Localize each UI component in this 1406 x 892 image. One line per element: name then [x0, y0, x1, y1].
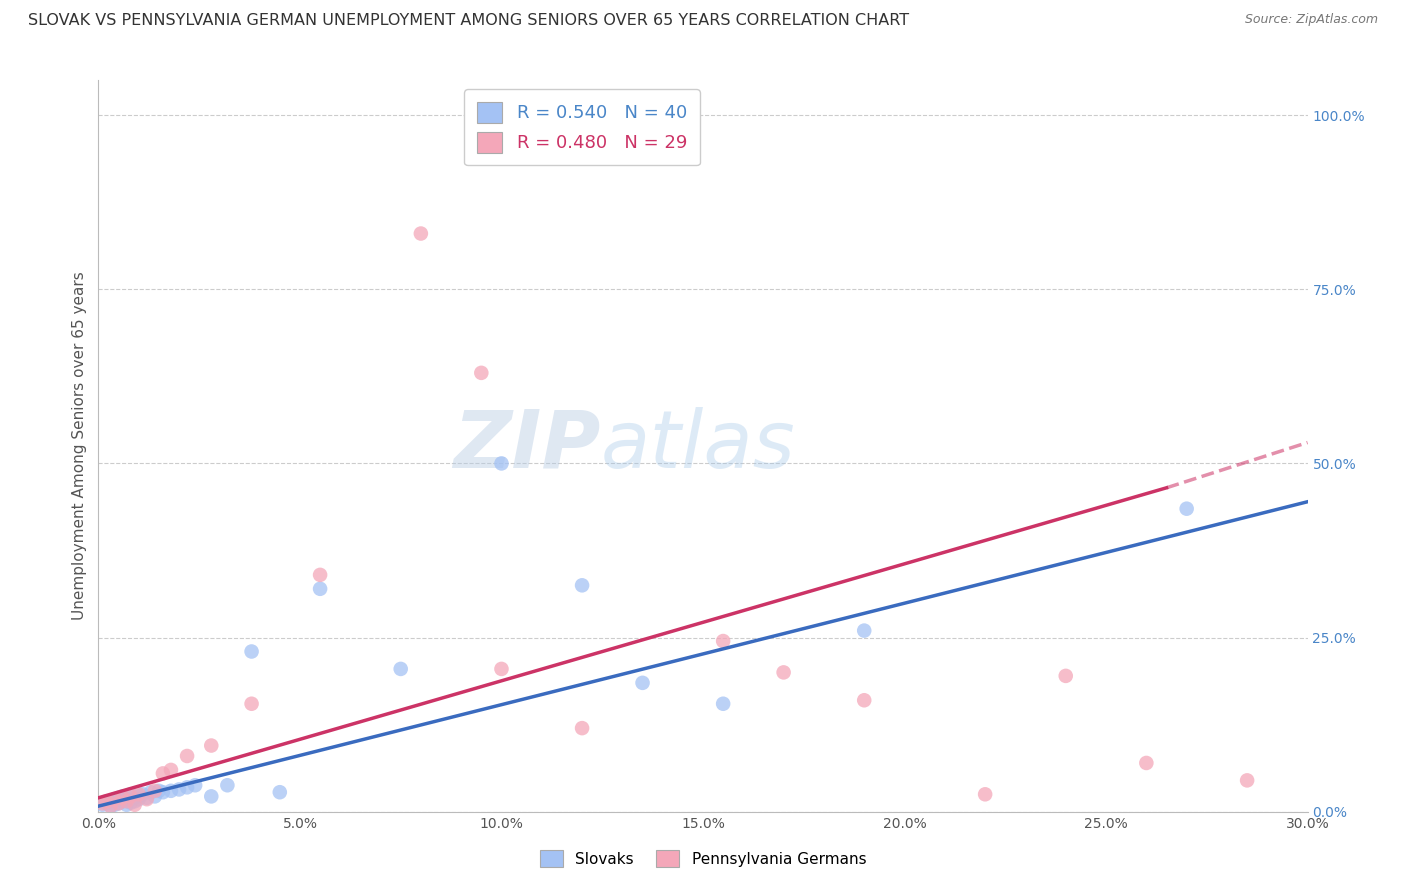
Point	[491, 662, 513, 676]
Point	[115, 794, 138, 808]
Point	[184, 778, 207, 792]
Point	[309, 582, 332, 596]
Point	[1135, 756, 1157, 770]
Point	[107, 797, 129, 811]
Text: SLOVAK VS PENNSYLVANIA GERMAN UNEMPLOYMENT AMONG SENIORS OVER 65 YEARS CORRELATI: SLOVAK VS PENNSYLVANIA GERMAN UNEMPLOYME…	[28, 13, 910, 29]
Point	[160, 784, 183, 798]
Point	[107, 790, 129, 805]
Point	[409, 227, 432, 241]
Point	[389, 662, 412, 676]
Point	[152, 766, 174, 780]
Point	[711, 634, 734, 648]
Point	[269, 785, 291, 799]
Point	[491, 457, 513, 471]
Point	[115, 797, 138, 812]
Point	[176, 749, 198, 764]
Point	[853, 693, 876, 707]
Point	[100, 794, 122, 808]
Point	[100, 799, 122, 814]
Point	[200, 789, 222, 804]
Point	[111, 789, 134, 804]
Point	[152, 785, 174, 799]
Point	[91, 797, 114, 811]
Point	[631, 676, 654, 690]
Point	[711, 697, 734, 711]
Point	[120, 796, 142, 810]
Point	[1175, 501, 1198, 516]
Point	[96, 794, 118, 808]
Text: ZIP: ZIP	[453, 407, 600, 485]
Point	[128, 789, 150, 804]
Point	[1054, 669, 1077, 683]
Point	[571, 578, 593, 592]
Point	[111, 794, 134, 808]
Point	[128, 787, 150, 801]
Point	[103, 792, 125, 806]
Point	[167, 782, 190, 797]
Point	[124, 794, 146, 808]
Point	[176, 780, 198, 795]
Point	[120, 787, 142, 801]
Point	[240, 697, 263, 711]
Point	[124, 790, 146, 805]
Point	[240, 644, 263, 658]
Point	[139, 785, 162, 799]
Point	[148, 784, 170, 798]
Point	[96, 797, 118, 811]
Point	[974, 787, 997, 801]
Y-axis label: Unemployment Among Seniors over 65 years: Unemployment Among Seniors over 65 years	[72, 272, 87, 620]
Point	[103, 792, 125, 806]
Point	[200, 739, 222, 753]
Point	[470, 366, 492, 380]
Point	[120, 789, 142, 804]
Point	[111, 790, 134, 805]
Point	[160, 763, 183, 777]
Point	[143, 789, 166, 804]
Text: atlas: atlas	[600, 407, 794, 485]
Point	[309, 567, 332, 582]
Point	[217, 778, 239, 792]
Point	[143, 784, 166, 798]
Point	[853, 624, 876, 638]
Point	[103, 797, 125, 812]
Point	[115, 792, 138, 806]
Point	[135, 792, 157, 806]
Point	[772, 665, 794, 680]
Point	[100, 799, 122, 814]
Legend: Slovaks, Pennsylvania Germans: Slovaks, Pennsylvania Germans	[534, 844, 872, 873]
Point	[124, 797, 146, 812]
Point	[91, 797, 114, 812]
Point	[107, 797, 129, 811]
Point	[128, 792, 150, 806]
Point	[132, 787, 155, 801]
Text: Source: ZipAtlas.com: Source: ZipAtlas.com	[1244, 13, 1378, 27]
Point	[135, 790, 157, 805]
Point	[1236, 773, 1258, 788]
Point	[571, 721, 593, 735]
